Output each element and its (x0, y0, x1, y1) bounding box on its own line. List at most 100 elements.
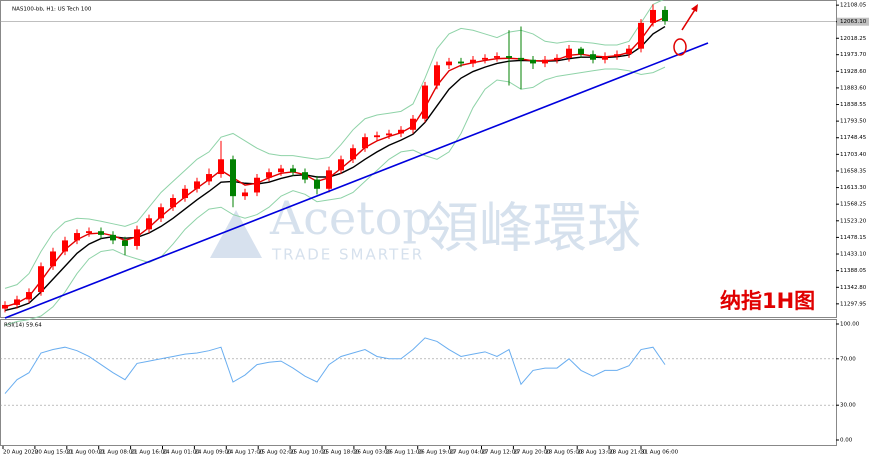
x-tick-label: 26 Aug 11:00 (386, 450, 424, 456)
candle-body (506, 56, 512, 58)
y-tick-label: 11883.60 (840, 85, 867, 91)
y-tick-label: 12018.25 (840, 36, 867, 42)
y-tick-label: 70.00 (840, 356, 856, 362)
last-price-box (837, 17, 869, 26)
y-tick-label: 11703.40 (840, 152, 867, 158)
candle-body (110, 234, 116, 241)
candle-body (542, 59, 548, 64)
indicator-line (4, 25, 666, 312)
candle-body (590, 54, 596, 60)
candle-body (602, 56, 608, 60)
candle-body (242, 192, 248, 197)
y-tick-label: 11928.60 (840, 69, 867, 75)
arrow-head (691, 4, 698, 12)
candle-body (398, 129, 404, 134)
candle-body (410, 118, 416, 130)
rsi-frame (0, 319, 837, 446)
y-tick-label: 30.00 (840, 403, 856, 409)
candle-body (362, 137, 368, 149)
candle-body (458, 61, 464, 64)
candle-body (662, 9, 668, 22)
y-tick-label: 100.00 (840, 322, 860, 328)
candle-body (218, 159, 224, 175)
x-tick-label: 24 Aug 09:00 (194, 450, 232, 456)
x-tick-label: 21 Aug 16:00 (131, 450, 169, 456)
candle-body (554, 57, 560, 60)
y-tick-label: 11568.25 (840, 202, 867, 208)
chart-title: NAS100-bb, H1: US Tech 100 (12, 7, 92, 13)
candle-body (350, 148, 356, 160)
indicator-line (4, 0, 664, 289)
candle-body (314, 179, 320, 189)
candle-body (254, 177, 260, 193)
watermark-chinese: 領峰環球 (425, 197, 641, 260)
candle-body (38, 266, 44, 293)
candle-body (206, 174, 212, 182)
x-tick-label: 28 Aug 05:00 (545, 450, 583, 456)
candle-body (98, 231, 104, 235)
candle-body (50, 251, 56, 267)
candle-body (434, 65, 440, 86)
y-tick-label: 0.00 (840, 438, 853, 444)
candle-body (158, 207, 164, 219)
watermark-tagline: TRADE SMARTER (271, 246, 424, 264)
x-tick-label: 24 Aug 17:00 (226, 450, 264, 456)
x-tick-label: 26 Aug 03:00 (354, 450, 392, 456)
x-tick-label: 25 Aug 18:00 (322, 450, 360, 456)
candle-body (626, 48, 632, 55)
candle-body (74, 233, 80, 241)
x-tick-label: 27 Aug 04:00 (450, 450, 488, 456)
candle-body (518, 57, 524, 60)
candle-body (374, 135, 380, 138)
x-tick-label: 31 Aug 06:00 (641, 450, 679, 456)
candle-body (26, 292, 32, 300)
x-tick-label: 24 Aug 01:00 (163, 450, 201, 456)
y-tick-label: 11973.70 (840, 52, 867, 58)
candle-body (326, 170, 332, 189)
candle-body (566, 48, 572, 58)
rsi-line (4, 337, 666, 394)
candle-body (638, 22, 644, 49)
y-tick-label: 12108.05 (840, 3, 867, 9)
candle-body (170, 198, 176, 208)
y-tick-label: 11613.30 (840, 185, 867, 191)
candle-body (230, 159, 236, 197)
y-tick-label: 11748.45 (840, 135, 867, 141)
indicator-line (4, 66, 666, 326)
candle-body (446, 61, 452, 66)
candle-body (494, 56, 500, 58)
candle-body (2, 304, 8, 309)
x-tick-label: 20 Aug 15:00 (35, 450, 73, 456)
candle-body (122, 240, 128, 246)
y-tick-label: 11658.35 (840, 168, 867, 174)
candle-body (338, 159, 344, 171)
candle-body (530, 59, 536, 64)
x-tick-label: 28 Aug 13:00 (577, 450, 615, 456)
main-frame (0, 0, 837, 318)
candle-body (266, 172, 272, 178)
candle-body (386, 133, 392, 136)
candle-body (14, 299, 20, 305)
x-tick-label: 21 Aug 08:00 (99, 450, 137, 456)
candle-body (278, 168, 284, 173)
x-tick-label: 27 Aug 20:00 (513, 450, 551, 456)
candle-body (182, 188, 188, 199)
x-tick-label: 26 Aug 19:00 (418, 450, 456, 456)
candle-body (578, 48, 584, 55)
last-price-label: 12063.10 (840, 19, 867, 25)
candle-body (650, 9, 656, 23)
y-tick-label: 11433.10 (840, 252, 867, 258)
candle-body (470, 59, 476, 64)
x-tick-label: 25 Aug 10:00 (290, 450, 328, 456)
x-tick-label: 28 Aug 21:00 (609, 450, 647, 456)
candle-body (194, 181, 200, 189)
annotation: 纳指1H图 (720, 289, 815, 313)
x-tick-label: 21 Aug 00:00 (67, 450, 105, 456)
y-tick-label: 11793.50 (840, 119, 867, 125)
circle-marker (673, 38, 687, 56)
candle-body (134, 229, 140, 246)
candle-body (422, 85, 428, 119)
candle-body (146, 218, 152, 230)
candle-body (62, 240, 68, 252)
